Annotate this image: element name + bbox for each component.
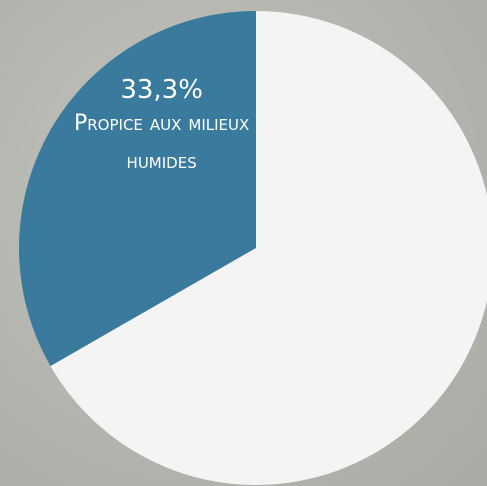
slice-category-label: Propice aux milieux humides [73,111,250,175]
pie-slice [19,11,257,367]
slice-value-label: 33,3% [120,75,203,106]
pie-slice [50,11,487,485]
slice-label: 33,3% Propice aux milieux humides [37,75,287,181]
